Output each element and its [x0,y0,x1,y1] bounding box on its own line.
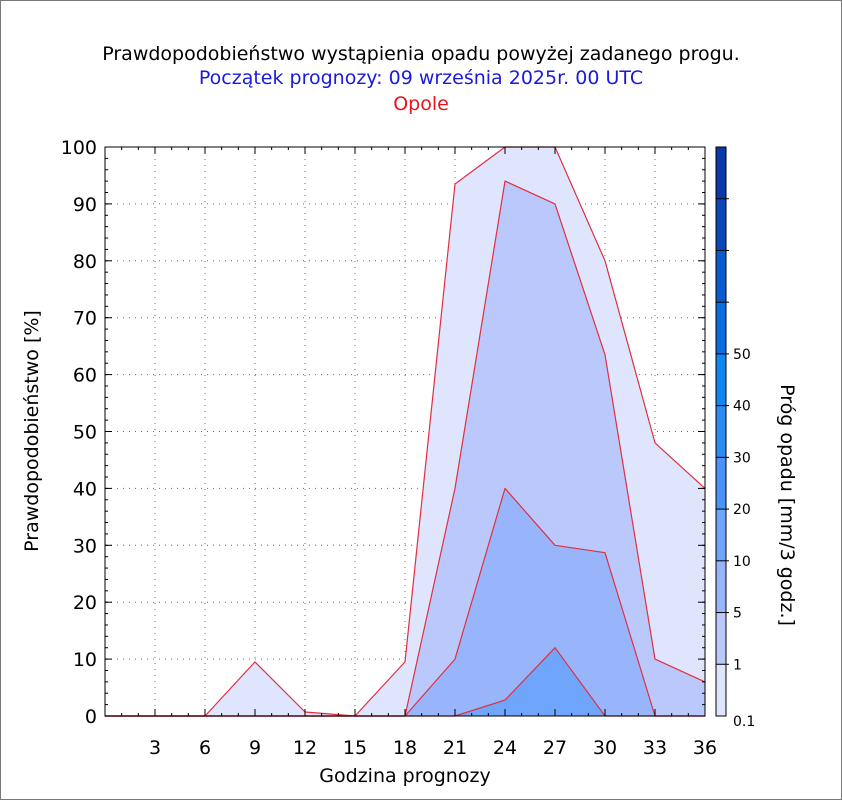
area-threshold-10 [105,647,705,716]
colorbar-segment [716,302,726,355]
y-tick-label: 60 [73,365,97,387]
x-axis-label: Godzina prognozy [319,765,490,787]
colorbar-segment [716,353,726,407]
x-tick-label: 9 [249,737,261,759]
colorbar-segment [716,198,726,251]
colorbar-tick-label: 5 [733,606,742,622]
x-tick-label: 30 [593,737,617,759]
y-tick-label: 90 [73,194,97,216]
colorbar-tick-label: 20 [733,502,751,518]
x-tick-label: 3 [149,737,161,759]
colorbar-segment [716,250,726,303]
y-tick-label: 100 [61,137,97,159]
y-tick-label: 70 [73,308,97,330]
x-tick-label: 21 [443,737,467,759]
colorbar-tick-label: 30 [733,450,751,466]
x-tick-label: 18 [393,737,417,759]
y-tick-label: 80 [73,251,97,273]
y-tick-label: 40 [73,478,97,500]
x-tick-label: 33 [643,737,667,759]
y-tick-label: 0 [85,706,97,728]
x-tick-label: 27 [543,737,567,759]
colorbar-label: Próg opadu [mm/3 godz.] [776,384,798,626]
colorbar-tick-label: 0.1 [733,714,755,730]
colorbar-border [715,146,727,717]
colorbar-tick-label: 50 [733,347,751,363]
chart-title: Prawdopodobieństwo wystąpienia opadu pow… [102,43,740,65]
y-tick-label: 20 [73,592,97,614]
colorbar-segment [716,147,726,200]
y-tick-label: 10 [73,649,97,671]
colorbar-segment [716,560,726,613]
y-tick-label: 30 [73,535,97,557]
x-tick-label: 24 [493,737,517,759]
colorbar-segment [716,509,726,562]
chart-subtitle: Początek prognozy: 09 września 2025r. 00… [198,67,644,89]
x-tick-label: 6 [199,737,211,759]
colorbar-tick-label: 40 [733,399,751,415]
x-tick-label: 15 [343,737,367,759]
y-axis-label: Prawdopodobieństwo [%] [21,310,43,552]
colorbar-segment [716,405,726,458]
colorbar-tick-label: 10 [733,554,751,570]
y-tick-label: 50 [73,422,97,444]
x-tick-label: 12 [293,737,317,759]
colorbar-segment [716,457,726,510]
station-name: Opole [393,93,449,115]
colorbar-segment [716,612,726,665]
x-tick-label: 36 [693,737,717,759]
colorbar-tick-label: 1 [733,657,742,673]
colorbar-segment [716,664,726,717]
